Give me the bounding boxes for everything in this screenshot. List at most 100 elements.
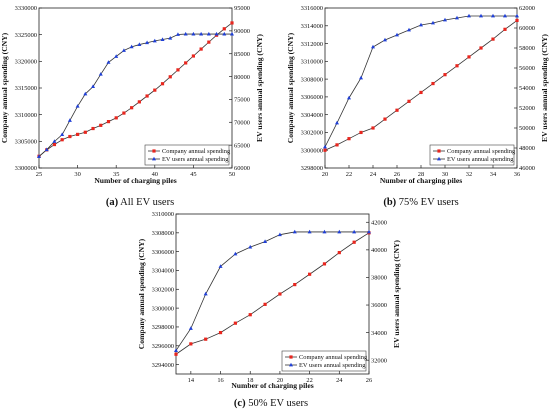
company-spending-point	[130, 106, 134, 110]
company-spending-point	[122, 111, 126, 115]
company-spending-point	[160, 82, 165, 86]
chart-a: 25 30 35 40 45 50 3300000 3305000 3310000 3315000…	[0, 5, 264, 185]
x-tick-label: 16	[217, 377, 223, 384]
company-spending-point	[230, 21, 234, 25]
company-spending-point	[371, 126, 375, 130]
ev-users-spending-point	[52, 139, 57, 143]
x-tick-label: 14	[188, 377, 195, 384]
company-spending-point	[515, 18, 519, 23]
series-line-ev-users	[324, 15, 517, 148]
y-right-tick-label: 62000	[519, 5, 535, 12]
y-left-tick-label: 3310000	[15, 112, 37, 119]
y-right-tick-label: 65000	[234, 142, 250, 149]
x-tick-label: 26	[366, 377, 372, 384]
y-right-tick-label: 32000	[371, 357, 387, 364]
y-left-tick-label: 3315000	[15, 85, 37, 92]
ev-users-spending-point	[67, 118, 72, 122]
company-spending-point	[83, 130, 87, 134]
x-tick-label: 24	[370, 171, 377, 178]
ev-users-spending-point	[263, 239, 268, 243]
y-right-tick-label: 70000	[234, 119, 250, 126]
ev-users-spending-point	[175, 32, 180, 36]
y-right-tick-label: 42000	[371, 219, 387, 226]
y-right-tick-label: 58000	[519, 45, 535, 52]
y-left-tick-label: 3305000	[15, 139, 37, 146]
y-left-tick-label: 3316000	[301, 5, 323, 12]
y-right-tick-label: 40000	[371, 247, 387, 254]
y-right-tick-label: 38000	[371, 275, 387, 282]
legend-box	[144, 144, 230, 166]
y-left-tick-label: 3304000	[301, 112, 323, 119]
caption-b-tag: (b)	[383, 197, 397, 208]
x-axis-label: Number of charging piles	[231, 381, 313, 390]
series-line-ev-users	[38, 33, 232, 157]
y-left-tick-label: 3294000	[152, 362, 174, 369]
legend-marker-company	[437, 149, 441, 153]
legend-marker-ev-users	[437, 156, 441, 161]
x-tick-label: 30	[74, 171, 80, 178]
y-left-tick-label: 3300000	[15, 165, 37, 172]
legend-marker-ev-users	[152, 156, 156, 161]
plot-frame-c	[175, 213, 370, 375]
legend-label: EV users annual spending	[447, 156, 514, 163]
company-spending-point	[114, 116, 118, 120]
company-spending-point	[137, 100, 141, 104]
y-left-tick-label: 3308000	[152, 230, 174, 237]
legend-box	[281, 350, 367, 372]
ev-users-spending-point	[367, 229, 371, 234]
x-tick-label: 20	[277, 377, 283, 384]
company-spending-point	[491, 37, 495, 41]
y-right-tick-label: 52000	[519, 105, 535, 112]
company-spending-point	[68, 134, 72, 139]
company-spending-point	[467, 55, 471, 59]
company-spending-point	[184, 61, 188, 65]
ev-users-spending-point	[515, 13, 519, 18]
y-left-tick-label: 3308000	[301, 76, 323, 83]
ev-users-spending-point	[395, 32, 399, 37]
ev-users-spending-point	[277, 232, 282, 237]
y-left-tick-label: 3298000	[301, 165, 323, 172]
series-line-company	[324, 20, 518, 151]
y-left-tick-label: 3320000	[15, 59, 37, 66]
y-left-tick-label: 3300000	[301, 147, 323, 154]
ev-users-spending-point	[233, 251, 238, 256]
company-spending-point	[153, 88, 157, 92]
company-spending-point	[52, 142, 57, 147]
company-spending-point	[191, 54, 195, 58]
ev-users-spending-point	[322, 229, 327, 234]
ev-users-spending-point	[199, 31, 204, 36]
y-right-tick-label: 46000	[519, 165, 535, 172]
x-tick-label: 28	[418, 171, 424, 178]
ev-users-spending-point	[479, 13, 483, 18]
company-spending-point	[204, 337, 208, 341]
ev-users-spending-point	[152, 38, 157, 43]
ev-users-spending-point	[352, 229, 357, 234]
company-spending-point	[106, 120, 111, 124]
legend-box	[429, 144, 515, 166]
company-spending-point	[443, 73, 447, 77]
company-spending-point	[263, 302, 267, 306]
ev-users-spending-point	[347, 95, 351, 100]
ev-users-spending-point	[91, 84, 96, 89]
ev-users-spending-point	[160, 37, 165, 41]
x-tick-label: 22	[306, 377, 312, 384]
ev-users-spending-point	[129, 44, 134, 49]
y-right-tick-label: 36000	[371, 302, 387, 309]
company-spending-point	[168, 75, 172, 79]
legend-label: EV users annual spending	[162, 156, 229, 163]
ev-users-spending-point	[218, 264, 223, 268]
ev-users-spending-point	[44, 147, 49, 152]
caption-b-text: 75% EV users	[398, 197, 459, 208]
x-tick-label: 26	[394, 171, 400, 178]
company-spending-point	[176, 68, 180, 72]
x-tick-label: 34	[490, 171, 497, 178]
company-spending-point	[395, 108, 399, 112]
caption-c: (c) 50% EV users	[234, 398, 308, 409]
ev-users-spending-point	[188, 326, 193, 330]
y-left-axis-label: Company annual spending (CNY)	[137, 238, 146, 349]
legend-marker-ev-users	[289, 362, 293, 367]
ev-users-spending-point	[145, 40, 150, 45]
company-spending-point	[323, 148, 327, 152]
